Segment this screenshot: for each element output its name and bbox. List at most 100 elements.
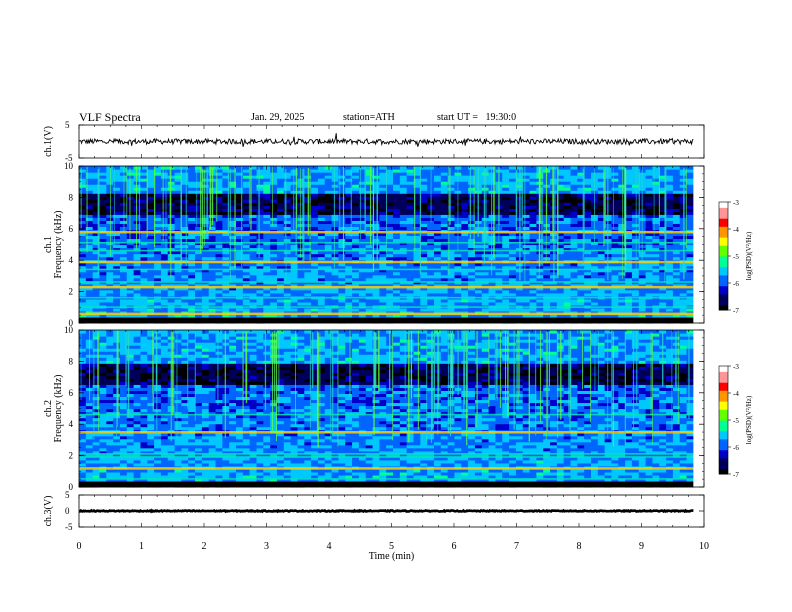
s1-cell bbox=[167, 208, 176, 212]
s1-cell bbox=[529, 196, 537, 200]
s1-cell bbox=[433, 256, 442, 261]
s1-cell bbox=[167, 196, 176, 200]
s1-cell bbox=[304, 301, 312, 306]
s1-cell bbox=[372, 307, 380, 312]
s1-cell bbox=[529, 301, 537, 306]
s1-cell bbox=[570, 289, 578, 294]
s1-cell bbox=[290, 211, 299, 215]
s1-cell bbox=[625, 205, 633, 209]
s1-cell bbox=[433, 202, 442, 206]
s1-cell bbox=[386, 307, 394, 312]
s1-cell bbox=[99, 226, 107, 231]
s1-cell bbox=[399, 265, 408, 270]
s1-cell bbox=[625, 274, 633, 279]
s1-cell bbox=[379, 184, 387, 188]
s1-cell bbox=[420, 256, 428, 261]
s1-cell bbox=[631, 166, 640, 170]
s1-cell bbox=[317, 253, 326, 258]
s1-cell bbox=[406, 184, 415, 188]
s1-cell bbox=[290, 235, 299, 240]
s1-cell bbox=[358, 247, 367, 252]
s1-cell bbox=[618, 178, 626, 182]
s1-cell bbox=[563, 190, 572, 194]
s1-cell bbox=[666, 274, 674, 279]
s1-cell bbox=[529, 166, 537, 170]
s1-cell bbox=[488, 193, 497, 197]
s1-cell bbox=[447, 196, 456, 200]
s1-cell bbox=[468, 262, 476, 267]
s1-cell bbox=[468, 190, 476, 194]
s1-cell bbox=[154, 247, 162, 252]
s1-cell bbox=[79, 181, 87, 185]
s1-cell bbox=[256, 250, 264, 255]
s1-cell bbox=[215, 265, 223, 270]
s1-cell bbox=[372, 187, 380, 191]
s1-cell bbox=[188, 307, 196, 312]
s1-cell bbox=[495, 307, 503, 312]
s1-cell bbox=[229, 238, 237, 243]
s1-cell bbox=[133, 256, 142, 261]
s1-cell bbox=[229, 166, 237, 170]
s1-cell bbox=[577, 223, 585, 227]
s1-cell bbox=[174, 193, 182, 197]
s1-cell bbox=[160, 313, 169, 318]
s1-cell bbox=[331, 298, 340, 303]
s1-cell bbox=[433, 265, 442, 270]
s1-cell bbox=[92, 211, 101, 215]
s1-cell bbox=[433, 196, 442, 200]
s1-cell bbox=[631, 313, 640, 318]
s1-cell bbox=[119, 232, 128, 237]
s1-cell bbox=[461, 313, 469, 318]
s1-cell bbox=[413, 253, 421, 258]
s1-cell bbox=[686, 196, 694, 200]
s1-cell bbox=[317, 178, 326, 182]
s1-cell bbox=[276, 250, 285, 255]
s1-cell bbox=[99, 289, 107, 294]
s1-cell bbox=[208, 301, 217, 306]
s1-cell bbox=[379, 301, 387, 306]
s1-cell bbox=[372, 220, 380, 224]
s1-cell bbox=[577, 235, 585, 240]
s1-cell bbox=[195, 286, 203, 291]
s1-cell bbox=[195, 232, 203, 237]
s1-cell bbox=[618, 217, 626, 221]
s1-cell bbox=[399, 268, 408, 273]
s1-emission-line bbox=[79, 281, 694, 283]
s1-cell bbox=[652, 208, 660, 212]
s1-cell bbox=[393, 262, 401, 267]
s1-cell bbox=[276, 187, 285, 191]
s1-cell bbox=[447, 262, 456, 267]
s1-cell bbox=[85, 178, 94, 182]
s1-cell bbox=[160, 205, 169, 209]
s1-cell bbox=[495, 292, 503, 297]
s1-cell bbox=[652, 166, 660, 170]
s1-cell bbox=[420, 175, 428, 179]
s1-cell bbox=[652, 277, 660, 282]
s1-cell bbox=[447, 232, 456, 237]
s1-cell bbox=[92, 289, 101, 294]
s1-cell bbox=[413, 217, 421, 221]
s1-cell bbox=[427, 268, 435, 273]
s1-cell bbox=[474, 271, 483, 276]
s1-cell bbox=[529, 277, 537, 282]
s1-cell bbox=[597, 244, 606, 249]
s1-cell bbox=[672, 268, 681, 273]
s1-cell bbox=[556, 205, 565, 209]
s1-cell bbox=[331, 205, 340, 209]
s1-cell bbox=[509, 250, 517, 255]
s1-cell bbox=[386, 199, 394, 203]
s1-cell bbox=[386, 283, 394, 288]
s1-cell bbox=[242, 265, 251, 270]
s1-cell bbox=[236, 238, 244, 243]
s1-cell bbox=[331, 250, 340, 255]
s1-cell bbox=[85, 175, 94, 179]
s1-cell bbox=[625, 178, 633, 182]
s1-cell bbox=[215, 199, 223, 203]
s1-cell bbox=[406, 226, 415, 231]
s1-cell bbox=[352, 301, 360, 306]
s1-cell bbox=[481, 283, 490, 288]
s1-cell bbox=[577, 244, 585, 249]
s1-cell bbox=[311, 205, 319, 209]
s1-cell bbox=[99, 220, 107, 224]
s1-cell bbox=[550, 301, 558, 306]
